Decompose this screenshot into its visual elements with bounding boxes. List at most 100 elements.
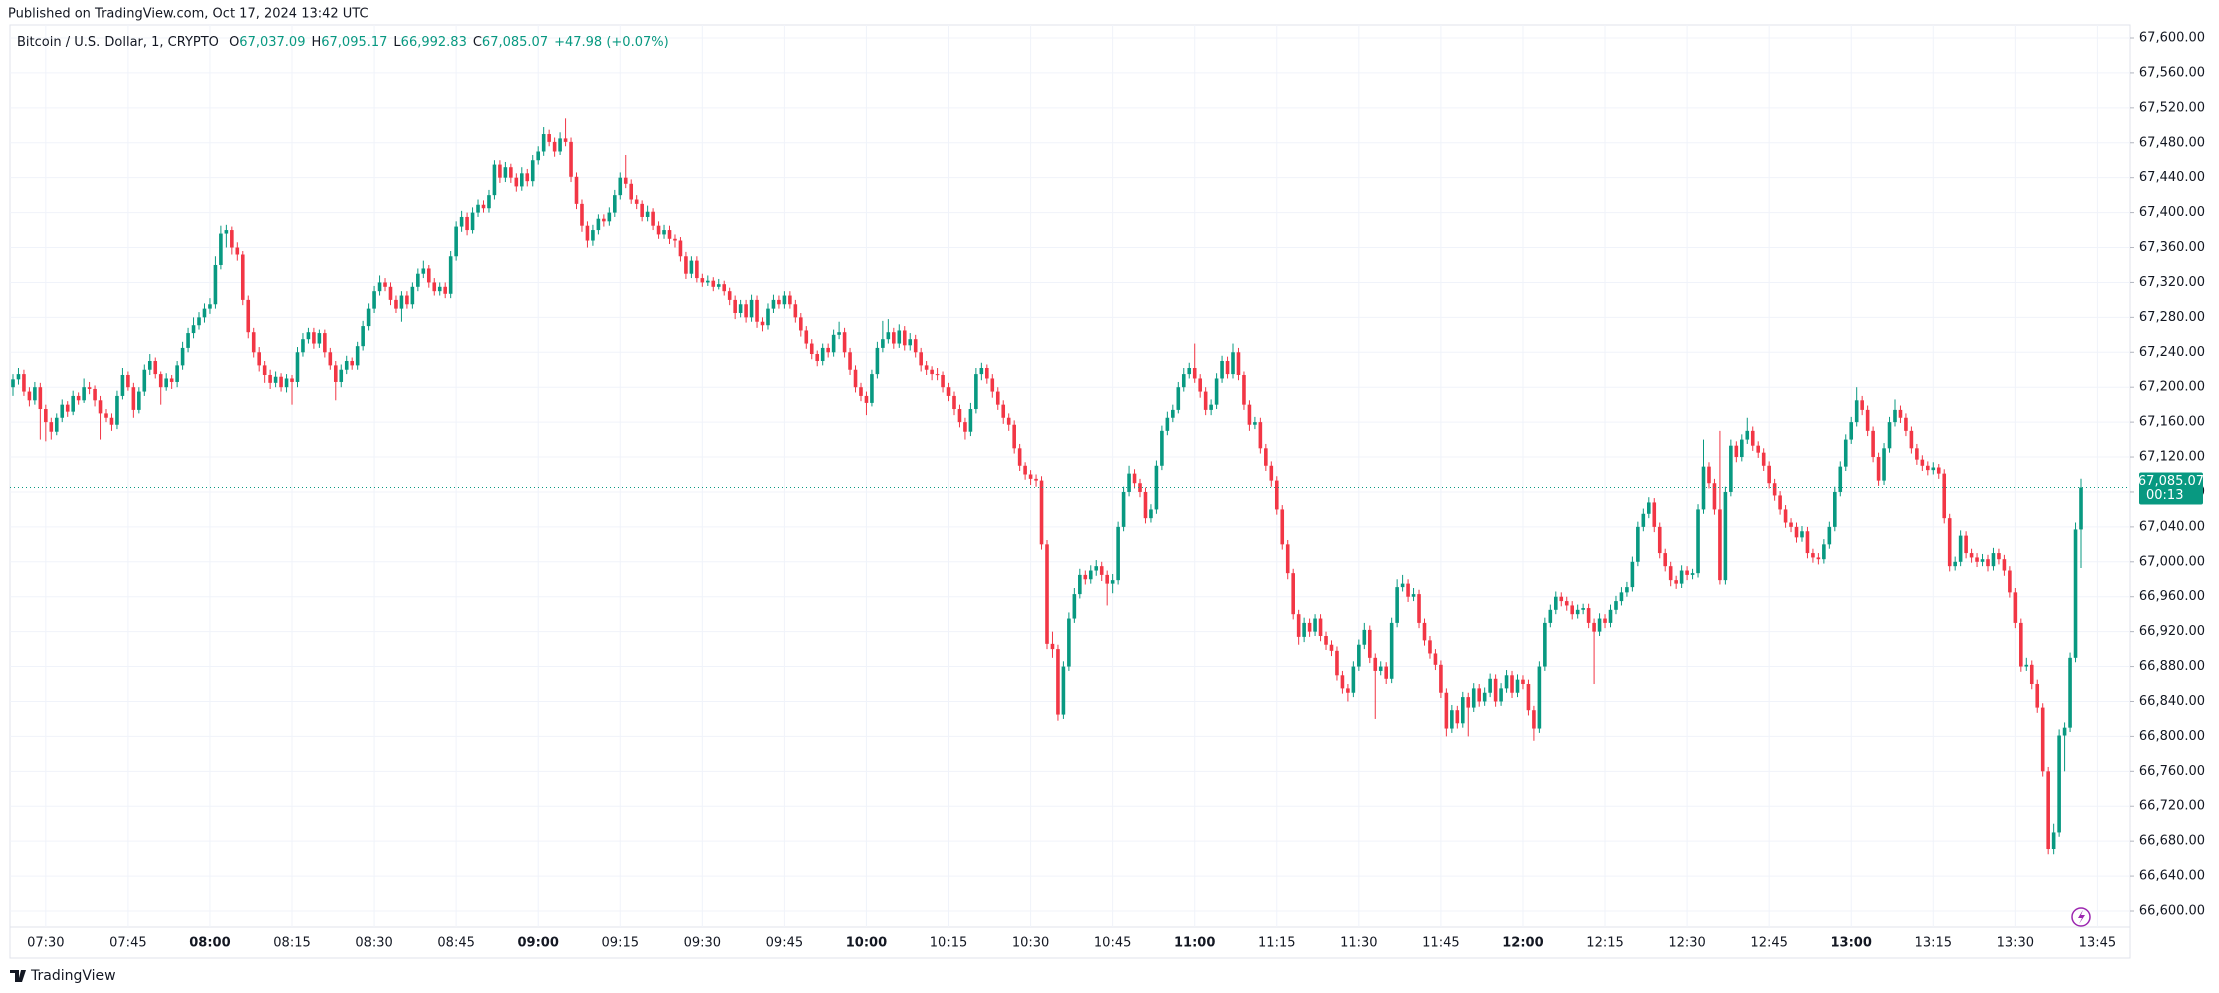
x-tick-label: 11:00 — [1174, 936, 1215, 951]
candle-body — [131, 387, 136, 410]
candle-body — [1078, 574, 1082, 595]
candle-body — [2040, 707, 2045, 772]
candle-body — [219, 233, 223, 265]
candle-body — [1050, 643, 1055, 650]
candle-body — [1450, 710, 1454, 729]
candle-body — [634, 199, 639, 204]
x-tick-label: 08:45 — [437, 936, 474, 951]
candle-body — [678, 240, 683, 257]
candle-body — [1242, 374, 1246, 405]
footer-logo: TradingView — [10, 968, 116, 984]
x-tick-label: 11:45 — [1422, 936, 1459, 951]
candle-body — [711, 280, 716, 287]
candle-body — [1324, 636, 1328, 645]
legend-value: 66,992.83 — [401, 35, 467, 50]
candle-body — [1630, 561, 1635, 588]
candle-body — [1138, 483, 1142, 492]
candle-body — [1674, 580, 1678, 584]
candle-body — [87, 387, 92, 389]
candle-body — [1668, 566, 1673, 581]
candle-body — [1269, 465, 1274, 481]
candle-body — [1285, 544, 1290, 574]
candle-body — [164, 378, 168, 388]
y-tick-label: 67,000.00 — [2139, 554, 2205, 569]
candle-body — [1811, 553, 1815, 558]
y-tick-label: 67,480.00 — [2139, 135, 2205, 150]
candle-body — [1198, 378, 1202, 392]
candle-body — [738, 304, 743, 313]
candle-body — [71, 395, 75, 412]
y-tick-label: 66,600.00 — [2139, 904, 2205, 919]
candle-body — [498, 164, 502, 178]
candle-body — [1389, 622, 1394, 679]
candle-body — [1947, 518, 1952, 567]
candle-body — [2068, 657, 2072, 728]
icon-circle[interactable] — [2071, 907, 2091, 927]
candle-body — [1192, 367, 1197, 379]
candle-body — [54, 417, 59, 432]
candle-body — [306, 332, 311, 340]
candle-body — [60, 404, 65, 418]
candle-body — [727, 291, 732, 300]
candle-body — [361, 326, 365, 347]
replay-icon[interactable] — [2071, 907, 2091, 927]
candle-body — [1351, 666, 1356, 693]
candle-body — [1800, 531, 1804, 538]
legend-value: 67,095.17 — [321, 35, 387, 50]
candle-body — [257, 352, 261, 366]
candle-body — [1898, 409, 1903, 418]
candle-body — [837, 332, 841, 335]
candle-body — [1395, 587, 1399, 623]
candle-body — [1406, 583, 1410, 597]
candle-body — [1553, 596, 1558, 610]
legend-value: 67,085.07 — [482, 35, 548, 50]
candle-body — [44, 409, 48, 423]
candle-body — [1313, 618, 1317, 632]
candle-body — [1712, 483, 1717, 510]
y-tick-label: 67,600.00 — [2139, 31, 2205, 46]
candle-body — [213, 264, 218, 305]
candle-body — [421, 268, 426, 274]
candle-body — [525, 173, 530, 182]
grid — [10, 25, 2130, 927]
candle-body — [1346, 688, 1350, 693]
candle-body — [733, 299, 737, 313]
candle-body — [1592, 622, 1596, 632]
icon-bolt[interactable] — [2078, 910, 2085, 924]
candle-body — [574, 176, 579, 204]
candle-body — [1958, 535, 1963, 562]
candle-body — [388, 286, 393, 300]
candle-body — [1646, 502, 1651, 514]
candle-body — [968, 409, 973, 432]
candle-body — [492, 164, 497, 196]
y-tick-label: 67,520.00 — [2139, 100, 2205, 115]
candle-body — [2035, 684, 2040, 708]
candle-body — [1034, 478, 1038, 481]
x-tick-label: 11:30 — [1340, 936, 1377, 951]
candle-body — [1696, 509, 1700, 574]
x-tick-label: 12:00 — [1502, 936, 1543, 951]
candle-body — [377, 282, 382, 292]
candle-body — [1559, 596, 1564, 602]
candle-body — [1056, 649, 1060, 715]
candle-body — [580, 203, 584, 226]
candle-body — [623, 177, 628, 184]
candle-body — [273, 376, 278, 383]
candle-body — [1110, 580, 1115, 584]
candle-body — [1997, 553, 2001, 560]
candle-body — [1619, 592, 1624, 602]
symbol-legend: Bitcoin / U.S. Dollar, 1, CRYPTO O67,037… — [17, 35, 669, 50]
candle-body — [448, 256, 453, 294]
candle-body — [197, 317, 201, 326]
candle-body — [399, 295, 404, 309]
candle-body — [65, 404, 70, 412]
candle-body — [1729, 445, 1733, 492]
candle-body — [831, 334, 836, 353]
candle-body — [481, 204, 486, 209]
candle-body — [547, 134, 551, 142]
candle-body — [995, 391, 1000, 405]
candle-body — [1088, 570, 1093, 580]
candle-body — [487, 195, 491, 209]
candle-body — [913, 339, 918, 353]
